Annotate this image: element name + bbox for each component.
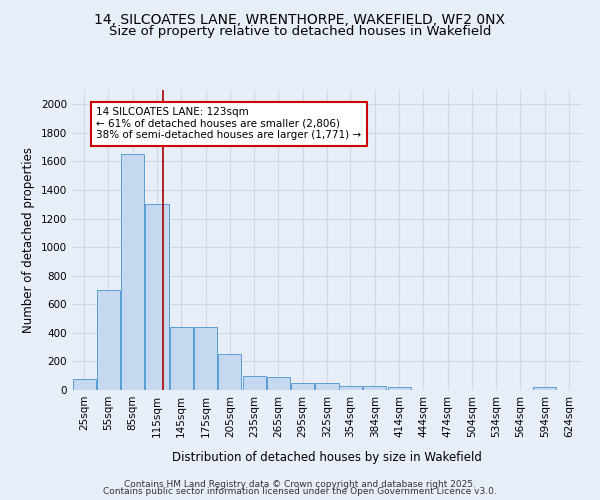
Bar — [533, 387, 556, 390]
Bar — [97, 290, 120, 390]
Text: Size of property relative to detached houses in Wakefield: Size of property relative to detached ho… — [109, 25, 491, 38]
Bar — [242, 376, 266, 390]
Bar — [218, 354, 241, 390]
Bar — [170, 327, 193, 390]
Text: Contains public sector information licensed under the Open Government Licence v3: Contains public sector information licen… — [103, 488, 497, 496]
Text: 14 SILCOATES LANE: 123sqm
← 61% of detached houses are smaller (2,806)
38% of se: 14 SILCOATES LANE: 123sqm ← 61% of detac… — [96, 107, 361, 140]
Bar — [291, 383, 314, 390]
Bar — [388, 387, 410, 390]
Bar — [339, 386, 362, 390]
Bar — [363, 386, 386, 390]
Y-axis label: Number of detached properties: Number of detached properties — [22, 147, 35, 333]
Text: 14, SILCOATES LANE, WRENTHORPE, WAKEFIELD, WF2 0NX: 14, SILCOATES LANE, WRENTHORPE, WAKEFIEL… — [95, 12, 505, 26]
Bar — [121, 154, 144, 390]
Text: Contains HM Land Registry data © Crown copyright and database right 2025.: Contains HM Land Registry data © Crown c… — [124, 480, 476, 489]
Text: Distribution of detached houses by size in Wakefield: Distribution of detached houses by size … — [172, 451, 482, 464]
Bar — [194, 327, 217, 390]
Bar — [316, 383, 338, 390]
Bar — [145, 204, 169, 390]
Bar — [73, 380, 95, 390]
Bar — [267, 377, 290, 390]
